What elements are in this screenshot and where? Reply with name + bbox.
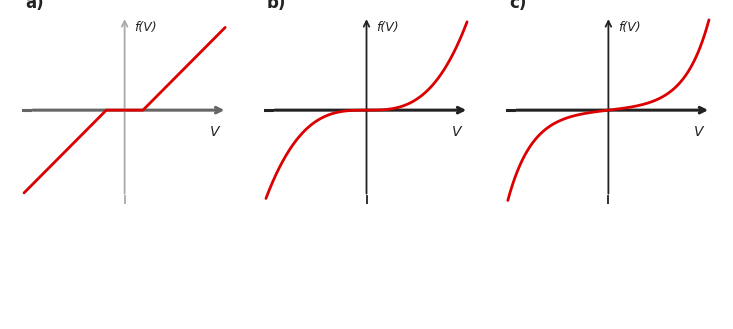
Text: V: V [210,125,220,139]
Text: a): a) [25,0,44,12]
Text: f(V): f(V) [134,21,157,34]
Text: f(V): f(V) [376,21,399,34]
Text: f(V): f(V) [618,21,641,34]
Text: V: V [452,125,462,139]
Text: c): c) [509,0,526,12]
Text: b): b) [267,0,287,12]
Text: V: V [694,125,704,139]
